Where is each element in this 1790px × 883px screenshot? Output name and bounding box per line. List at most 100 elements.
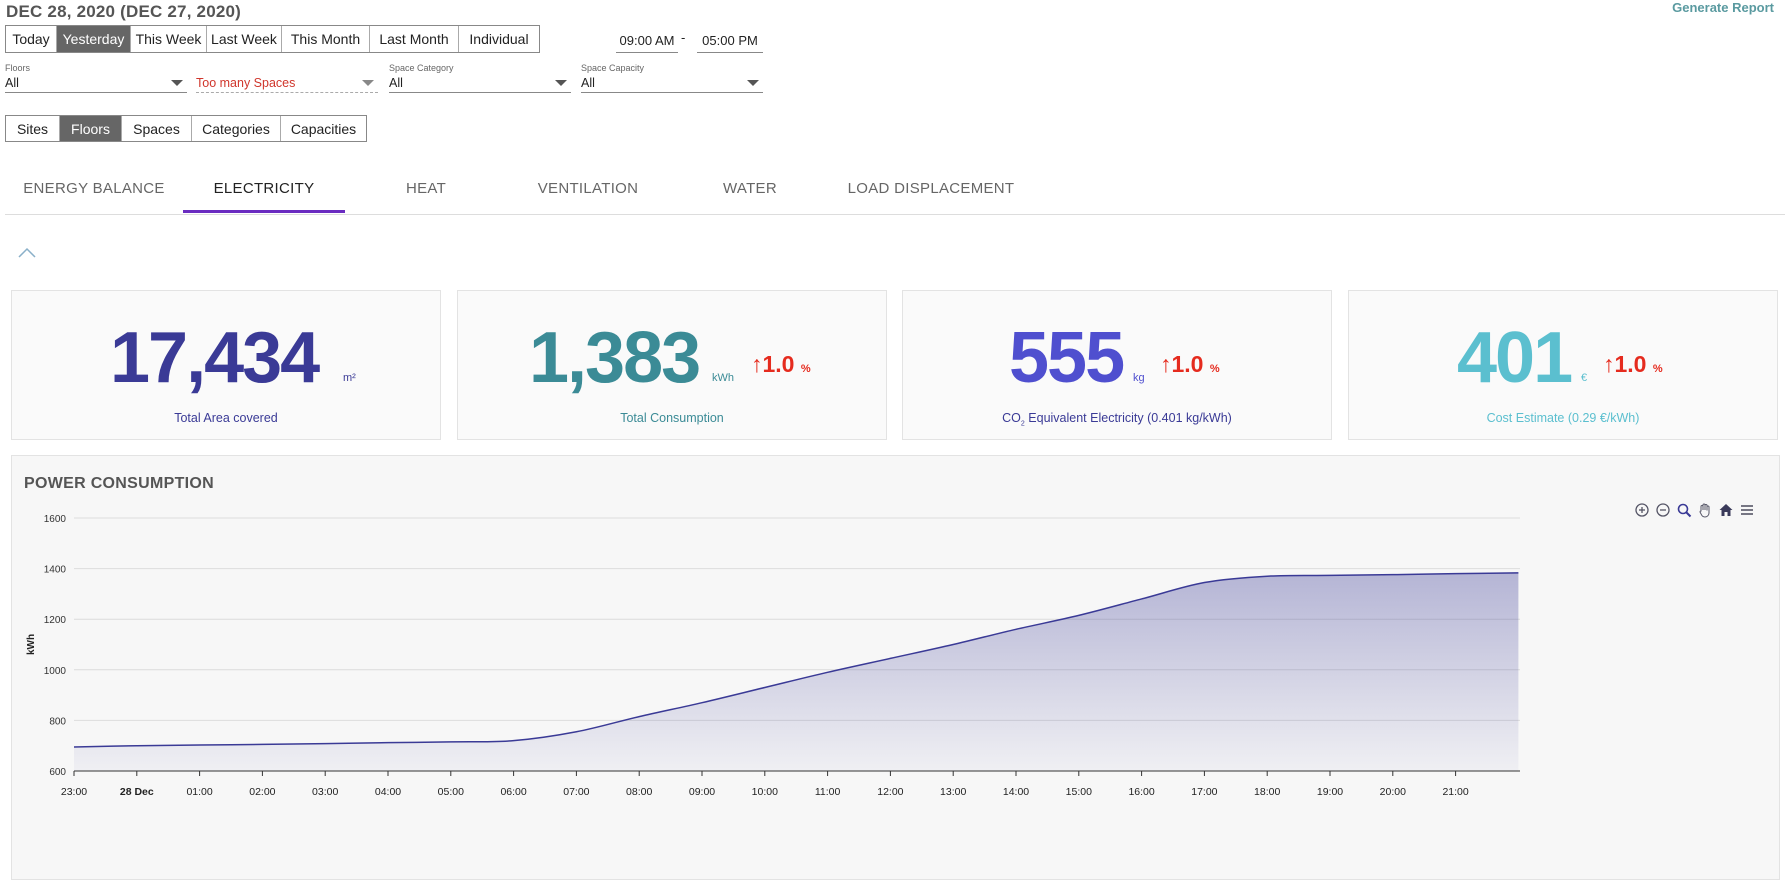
x-tick-label: 11:00 [815,786,841,798]
page-title: DEC 28, 2020 (DEC 27, 2020) [6,2,242,21]
x-tick-label: 17:00 [1191,786,1217,798]
x-tick-label: 12:00 [877,786,903,798]
range-last-month-button[interactable]: Last Month [370,26,459,52]
cost-delta: ↑1.0 % [1603,351,1663,378]
zoom-in-icon[interactable] [1634,502,1650,518]
end-time-input[interactable]: 05:00 PM [697,28,763,53]
x-tick-label: 21:00 [1442,786,1468,798]
view-sites-button[interactable]: Sites [6,116,60,141]
co2-delta-value: 1.0 [1171,351,1204,377]
area-label: Total Area covered [174,411,278,425]
y-axis-label: kWh [26,634,37,655]
floors-filter[interactable]: Floors All [5,63,187,93]
power-consumption-panel: 600 800 1000 1200 1400 1600 kWh 23:00 28 Dec 01:0… [11,455,1780,880]
x-tick-label: 08:00 [626,786,652,798]
tab-heat[interactable]: HEAT [405,180,447,197]
x-tick-label: 28 Dec [120,786,154,798]
home-icon[interactable] [1718,502,1734,518]
consumption-delta-unit: % [800,363,811,375]
cost-value: 401 [1457,318,1573,398]
series-area [74,572,1519,771]
consumption-value: 1,383 [529,318,701,398]
time-separator: - [681,30,686,45]
power-consumption-chart: 600 800 1000 1200 1400 1600 kWh 23:00 28 Dec 01:0… [26,514,1520,798]
cost-label: Cost Estimate (0.29 €/kWh) [1486,411,1640,425]
arrow-up-icon: ↑ [1603,351,1615,377]
x-tick-label: 07:00 [563,786,589,798]
x-tick-label: 05:00 [438,786,464,798]
arrow-up-icon: ↑ [1160,351,1172,377]
series-line [73,572,1519,748]
view-capacities-button[interactable]: Capacities [281,116,366,141]
y-tick-label: 600 [49,767,66,778]
co2-value: 555 [1009,318,1125,398]
range-individual-button[interactable]: Individual [459,26,539,52]
kpi-card-cost: 401 € ↑1.0 % Cost Estimate (0.29 €/kWh) [1348,290,1778,440]
x-tick-label: 04:00 [375,786,401,798]
tab-ventilation[interactable]: VENTILATION [537,180,639,197]
cost-unit: € [1581,372,1588,384]
co2-label: CO2 Equivalent Electricity (0.401 kg/kWh… [903,411,1331,428]
consumption-label: Total Consumption [620,411,724,425]
collapse-up-icon[interactable] [17,246,37,260]
co2-delta: ↑1.0 % [1160,351,1220,378]
chevron-down-icon [555,80,567,86]
tab-energy-balance[interactable]: ENERGY BALANCE [23,180,165,197]
spaces-filter-value: Too many Spaces [196,76,296,90]
tab-water[interactable]: WATER [723,180,777,197]
x-tick-label: 23:00 [61,786,87,798]
y-tick-label: 1000 [44,666,67,677]
x-tick-label: 19:00 [1317,786,1343,798]
chevron-down-icon [747,80,759,86]
range-today-button[interactable]: Today [6,26,57,52]
chart-title: POWER CONSUMPTION [24,475,214,492]
cost-delta-value: 1.0 [1614,351,1647,377]
consumption-delta-value: 1.0 [762,351,795,377]
generate-report-link[interactable]: Generate Report [1672,0,1774,15]
x-tick-label: 20:00 [1380,786,1406,798]
zoom-out-icon[interactable] [1655,502,1671,518]
x-tick-label: 16:00 [1128,786,1154,798]
x-tick-label: 03:00 [312,786,338,798]
x-tick-label: 15:00 [1066,786,1092,798]
view-floors-button[interactable]: Floors [60,116,122,141]
menu-icon[interactable] [1739,502,1755,518]
energy-tabs: ENERGY BALANCE ELECTRICITY HEAT VENTILAT… [5,168,1785,215]
spaces-filter[interactable]: Too many Spaces [196,63,378,93]
x-tick-label: 10:00 [752,786,778,798]
space-capacity-filter[interactable]: Space Capacity All [581,63,763,93]
kpi-card-area: 17,434 m² Total Area covered [11,290,441,440]
co2-label-subscript: 2 [1020,420,1025,428]
spaces-filter-label [196,63,378,74]
space-category-label: Space Category [389,63,454,73]
floors-filter-value: All [5,76,19,90]
y-tick-label: 1200 [44,615,67,626]
x-tick-label: 09:00 [689,786,715,798]
area-value: 17,434 [110,318,320,398]
space-category-filter[interactable]: Space Category All [389,63,571,93]
co2-unit: kg [1133,372,1145,384]
cost-delta-unit: % [1652,363,1663,375]
view-spaces-button[interactable]: Spaces [122,116,192,141]
chart-toolbar [1634,502,1755,518]
start-time-input[interactable]: 09:00 AM [616,28,678,53]
range-this-week-button[interactable]: This Week [131,26,207,52]
x-tick-label: 14:00 [1003,786,1029,798]
y-tick-label: 1400 [44,565,67,576]
x-tick-label: 13:00 [940,786,966,798]
pan-hand-icon[interactable] [1697,502,1713,518]
tab-load-displacement[interactable]: LOAD DISPLACEMENT [847,180,1015,197]
range-yesterday-button[interactable]: Yesterday [57,26,131,52]
tab-electricity[interactable]: ELECTRICITY [183,168,345,213]
space-capacity-value: All [581,76,595,90]
chevron-down-icon [362,80,374,86]
consumption-unit: kWh [712,372,734,384]
chevron-down-icon [171,80,183,86]
view-categories-button[interactable]: Categories [192,116,281,141]
magnifier-icon[interactable] [1676,502,1692,518]
range-this-month-button[interactable]: This Month [282,26,370,52]
x-tick-label: 18:00 [1254,786,1280,798]
space-capacity-label: Space Capacity [581,63,645,73]
range-last-week-button[interactable]: Last Week [207,26,282,52]
co2-label-prefix: CO [1002,411,1021,425]
